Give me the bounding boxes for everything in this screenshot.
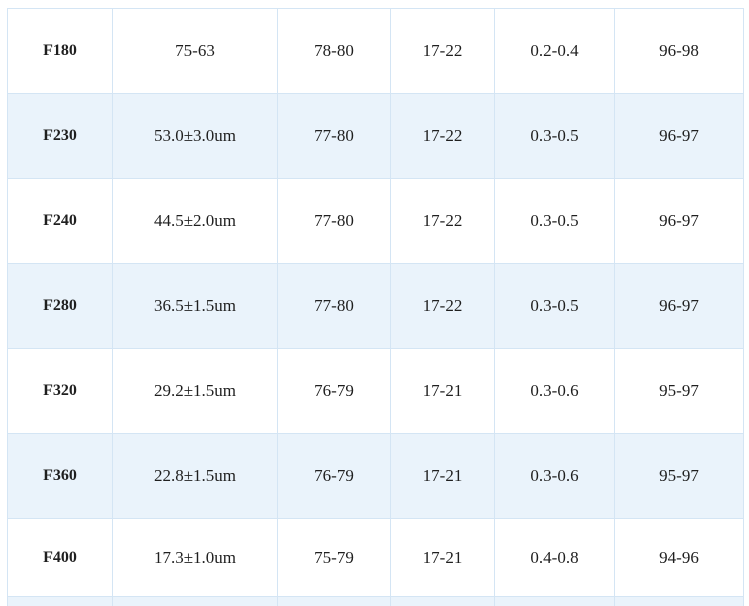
- value-cell: 76-79: [277, 433, 391, 519]
- table-row: F320 29.2±1.5um 76-79 17-21 0.3-0.6 95-97: [7, 348, 744, 434]
- value-cell: [112, 596, 278, 606]
- table-row: F360 22.8±1.5um 76-79 17-21 0.3-0.6 95-97: [7, 433, 744, 519]
- value-cell: 77-80: [277, 263, 391, 349]
- grade-cell: F240: [7, 178, 113, 264]
- grade-spec-table: F180 75-63 78-80 17-22 0.2-0.4 96-98 F230 53.0±…: [7, 8, 744, 606]
- value-cell: 96-97: [614, 93, 744, 179]
- grade-cell: [7, 596, 113, 606]
- value-cell: 0.3-0.6: [494, 348, 615, 434]
- value-cell: 0.3-0.6: [494, 433, 615, 519]
- grade-cell: F280: [7, 263, 113, 349]
- value-cell: [390, 596, 495, 606]
- value-cell: 17-21: [390, 433, 495, 519]
- table-body: F180 75-63 78-80 17-22 0.2-0.4 96-98 F230 53.0±…: [7, 8, 744, 606]
- value-cell: 0.2-0.4: [494, 8, 615, 94]
- value-cell: 53.0±3.0um: [112, 93, 278, 179]
- value-cell: 96-97: [614, 263, 744, 349]
- value-cell: 77-80: [277, 93, 391, 179]
- value-cell: 77-80: [277, 178, 391, 264]
- table-row-partial: [7, 596, 744, 606]
- value-cell: 36.5±1.5um: [112, 263, 278, 349]
- value-cell: 0.3-0.5: [494, 263, 615, 349]
- value-cell: 75-79: [277, 518, 391, 597]
- value-cell: 17-22: [390, 93, 495, 179]
- value-cell: 76-79: [277, 348, 391, 434]
- value-cell: 17-22: [390, 263, 495, 349]
- value-cell: [277, 596, 391, 606]
- value-cell: 0.4-0.8: [494, 518, 615, 597]
- grade-cell: F180: [7, 8, 113, 94]
- value-cell: 94-96: [614, 518, 744, 597]
- value-cell: 75-63: [112, 8, 278, 94]
- value-cell: 0.3-0.5: [494, 178, 615, 264]
- grade-cell: F360: [7, 433, 113, 519]
- value-cell: 95-97: [614, 433, 744, 519]
- value-cell: [494, 596, 615, 606]
- table-row: F180 75-63 78-80 17-22 0.2-0.4 96-98: [7, 8, 744, 94]
- value-cell: 17-22: [390, 8, 495, 94]
- table-row: F280 36.5±1.5um 77-80 17-22 0.3-0.5 96-97: [7, 263, 744, 349]
- value-cell: 44.5±2.0um: [112, 178, 278, 264]
- value-cell: 96-97: [614, 178, 744, 264]
- grade-cell: F320: [7, 348, 113, 434]
- table-row: F230 53.0±3.0um 77-80 17-22 0.3-0.5 96-97: [7, 93, 744, 179]
- value-cell: 95-97: [614, 348, 744, 434]
- value-cell: 22.8±1.5um: [112, 433, 278, 519]
- value-cell: 96-98: [614, 8, 744, 94]
- grade-cell: F230: [7, 93, 113, 179]
- value-cell: 0.3-0.5: [494, 93, 615, 179]
- value-cell: [614, 596, 744, 606]
- table-row: F240 44.5±2.0um 77-80 17-22 0.3-0.5 96-97: [7, 178, 744, 264]
- value-cell: 17-21: [390, 348, 495, 434]
- value-cell: 17-22: [390, 178, 495, 264]
- table-row: F400 17.3±1.0um 75-79 17-21 0.4-0.8 94-96: [7, 518, 744, 597]
- value-cell: 17-21: [390, 518, 495, 597]
- value-cell: 29.2±1.5um: [112, 348, 278, 434]
- value-cell: 17.3±1.0um: [112, 518, 278, 597]
- grade-cell: F400: [7, 518, 113, 597]
- value-cell: 78-80: [277, 8, 391, 94]
